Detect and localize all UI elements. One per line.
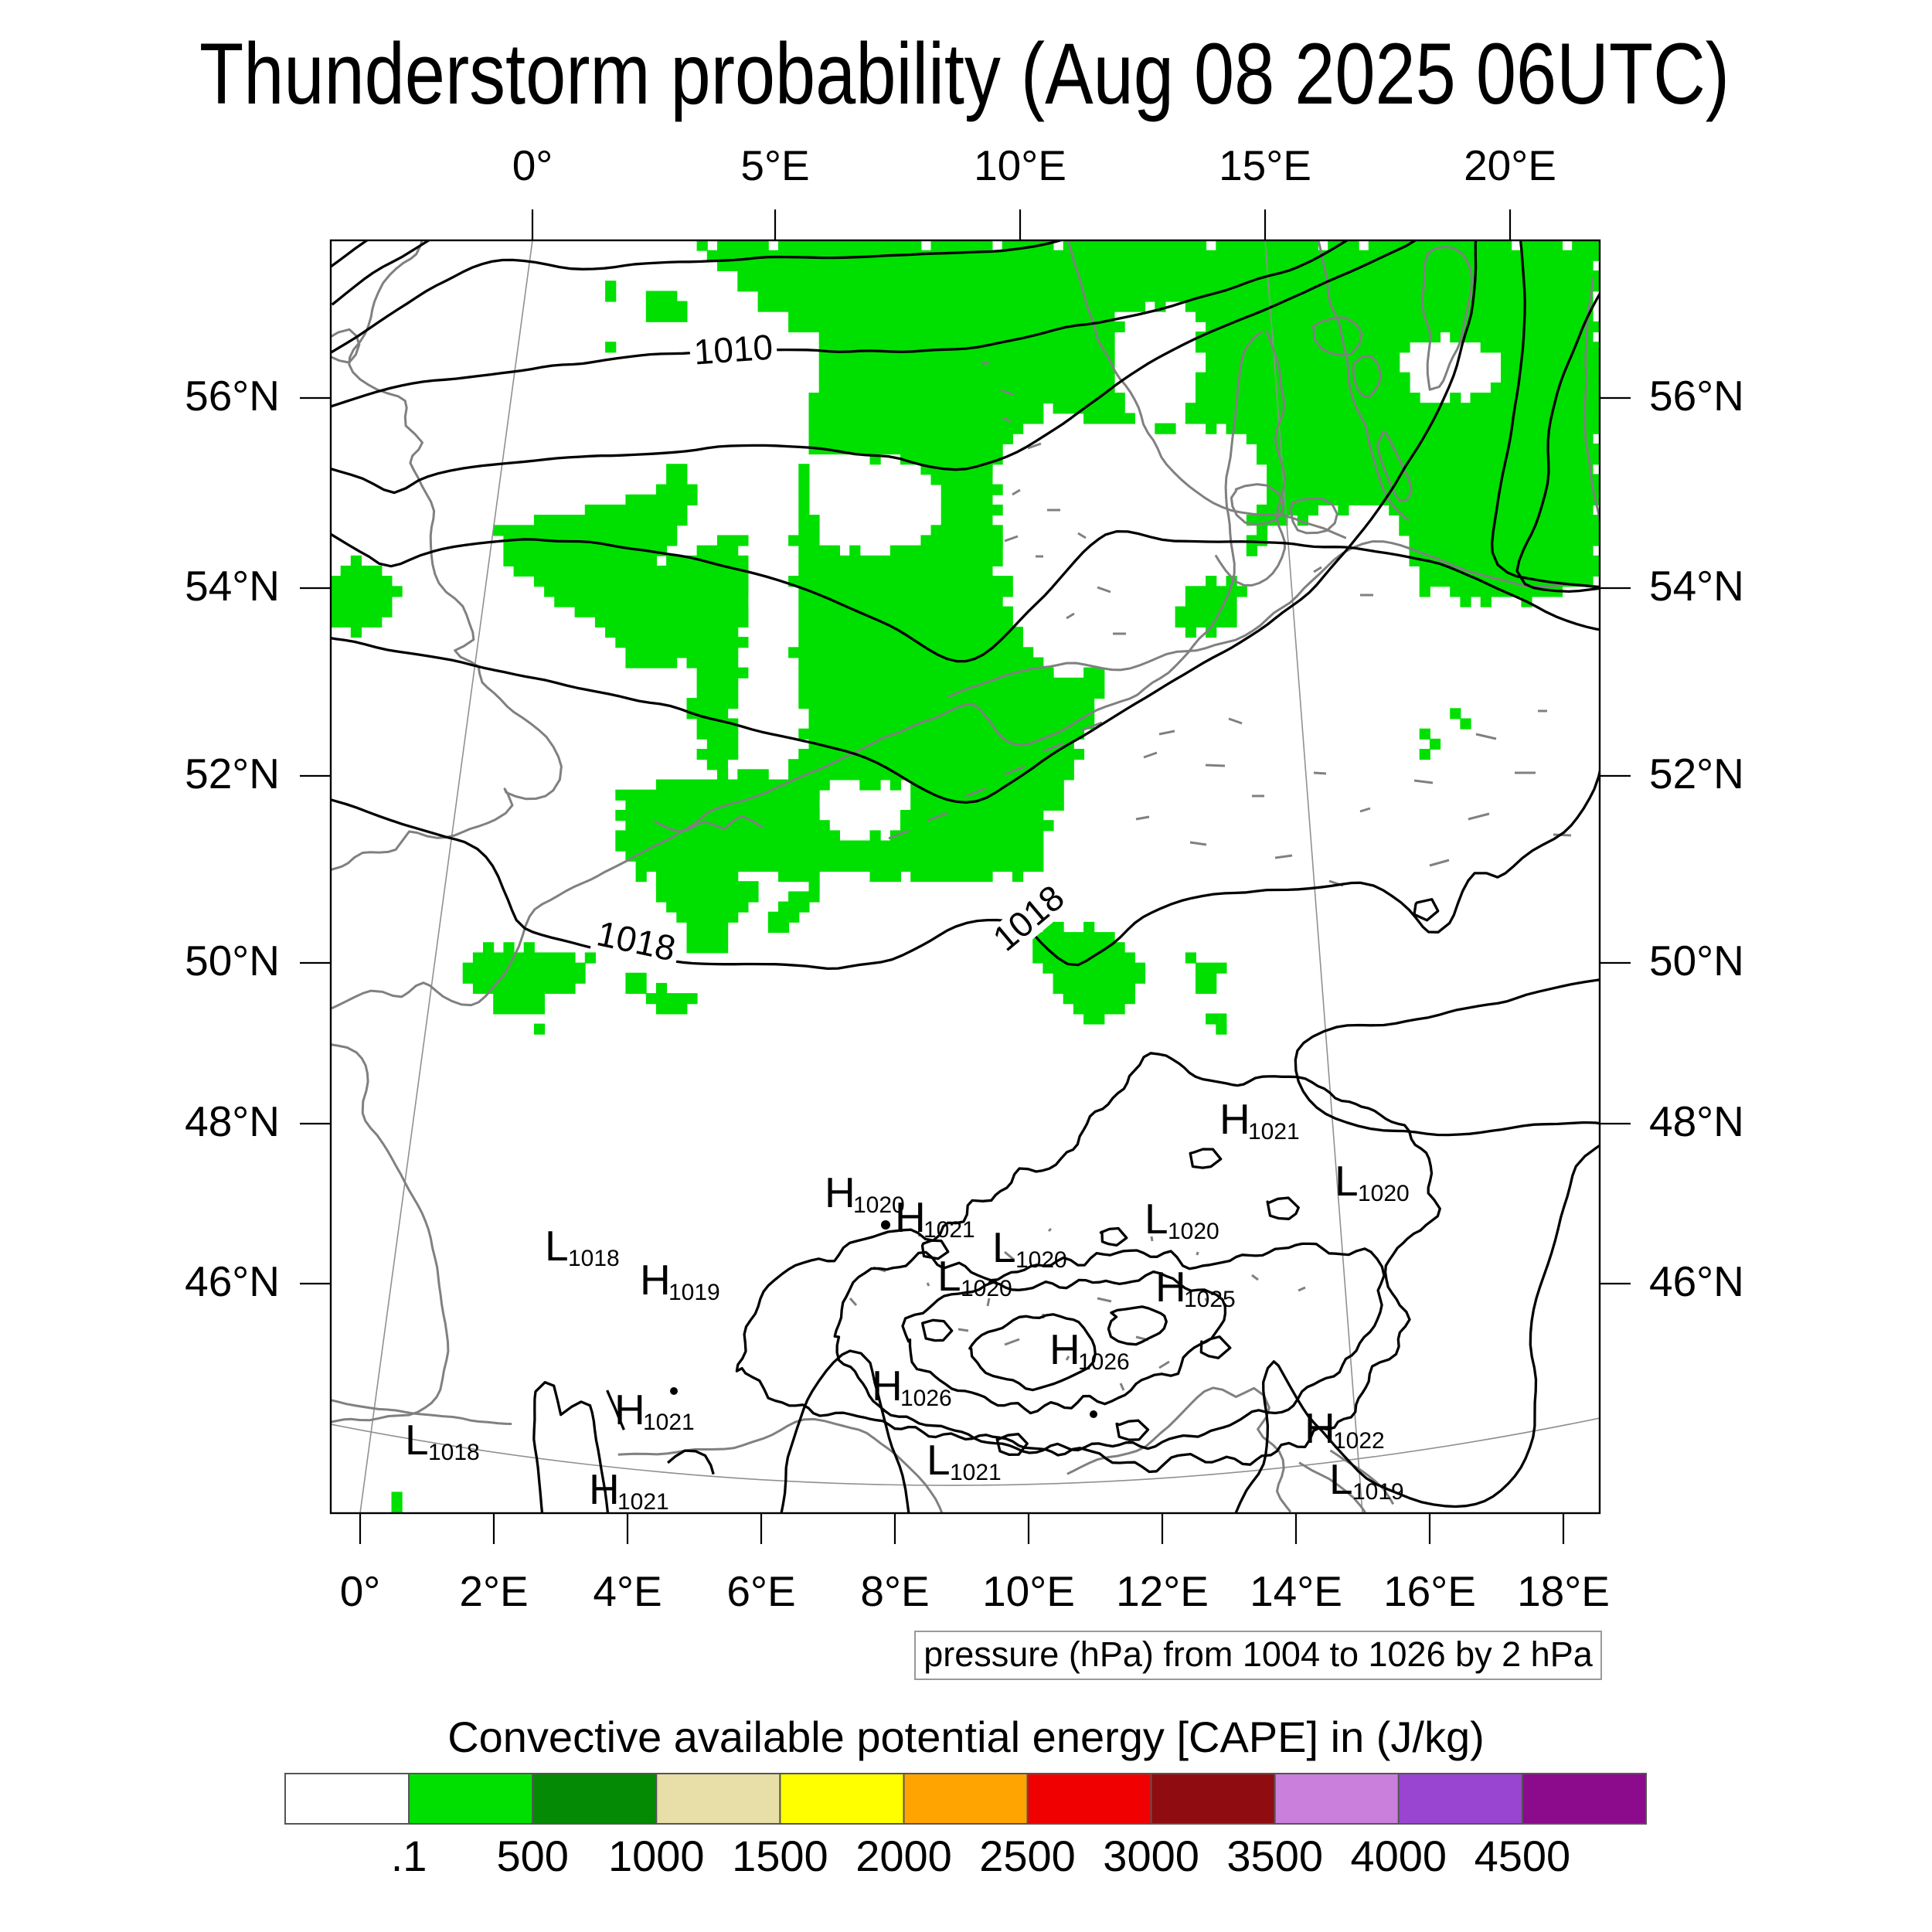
svg-text:50°N: 50°N (185, 937, 280, 985)
svg-text:500: 500 (496, 1832, 568, 1880)
svg-text:Convective available potential: Convective available potential energy [C… (447, 1713, 1485, 1761)
svg-text:0°: 0° (512, 141, 553, 189)
svg-text:18°E: 18°E (1517, 1567, 1610, 1615)
svg-text:8°E: 8°E (860, 1567, 929, 1615)
svg-text:1026: 1026 (1078, 1349, 1130, 1375)
svg-text:10°E: 10°E (982, 1567, 1075, 1615)
svg-text:1018: 1018 (568, 1246, 620, 1271)
svg-text:2000: 2000 (855, 1832, 952, 1880)
svg-text:56°N: 56°N (185, 372, 280, 420)
svg-text:1021: 1021 (923, 1217, 975, 1243)
svg-text:1019: 1019 (1352, 1479, 1404, 1505)
svg-text:L: L (545, 1222, 569, 1270)
svg-text:46°N: 46°N (1649, 1257, 1744, 1305)
svg-text:10°E: 10°E (974, 141, 1066, 189)
svg-text:H: H (640, 1256, 671, 1304)
svg-text:1019: 1019 (668, 1280, 720, 1305)
svg-text:46°N: 46°N (185, 1257, 280, 1305)
svg-text:3000: 3000 (1103, 1832, 1199, 1880)
svg-text:1026: 1026 (900, 1386, 952, 1411)
svg-text:H: H (1304, 1404, 1335, 1452)
svg-text:52°N: 52°N (185, 750, 280, 798)
svg-text:.1: .1 (391, 1832, 427, 1880)
svg-text:5°E: 5°E (740, 141, 809, 189)
svg-text:1020: 1020 (961, 1276, 1012, 1301)
svg-text:H: H (895, 1193, 926, 1241)
svg-text:48°N: 48°N (1649, 1097, 1744, 1145)
svg-text:H: H (589, 1465, 620, 1513)
svg-text:4000: 4000 (1351, 1832, 1447, 1880)
svg-text:2500: 2500 (979, 1832, 1076, 1880)
svg-text:H: H (1219, 1095, 1250, 1143)
svg-text:H: H (825, 1168, 855, 1216)
svg-text:3500: 3500 (1226, 1832, 1323, 1880)
svg-text:1018: 1018 (428, 1440, 480, 1465)
svg-text:Thunderstorm probability (Aug: Thunderstorm probability (Aug 08 2025 06… (199, 26, 1730, 122)
svg-text:1500: 1500 (732, 1832, 828, 1880)
svg-text:52°N: 52°N (1649, 750, 1744, 798)
svg-text:1021: 1021 (1248, 1119, 1300, 1145)
svg-text:50°N: 50°N (1649, 937, 1744, 985)
svg-text:L: L (1335, 1157, 1359, 1205)
svg-text:1020: 1020 (853, 1192, 905, 1218)
svg-text:H: H (872, 1362, 903, 1410)
svg-text:0°: 0° (340, 1567, 381, 1615)
svg-text:1010: 1010 (692, 327, 774, 372)
svg-text:4°E: 4°E (593, 1567, 662, 1615)
svg-text:15°E: 15°E (1219, 141, 1311, 189)
svg-text:48°N: 48°N (185, 1097, 280, 1145)
svg-text:L: L (927, 1436, 951, 1484)
svg-text:56°N: 56°N (1649, 372, 1744, 420)
svg-text:1021: 1021 (617, 1489, 669, 1515)
svg-text:6°E: 6°E (726, 1567, 795, 1615)
svg-text:1000: 1000 (608, 1832, 705, 1880)
svg-text:12°E: 12°E (1116, 1567, 1209, 1615)
svg-text:1020: 1020 (1168, 1219, 1219, 1244)
svg-text:1020: 1020 (1015, 1247, 1067, 1273)
svg-text:L: L (405, 1416, 429, 1464)
svg-text:54°N: 54°N (185, 562, 280, 610)
svg-text:1020: 1020 (1358, 1181, 1410, 1206)
svg-text:1021: 1021 (643, 1410, 695, 1435)
svg-text:1021: 1021 (950, 1460, 1002, 1485)
svg-text:1025: 1025 (1184, 1287, 1236, 1312)
svg-text:L: L (937, 1252, 961, 1300)
svg-text:H: H (1155, 1263, 1186, 1311)
svg-text:L: L (992, 1223, 1016, 1271)
svg-text:1022: 1022 (1333, 1428, 1385, 1454)
svg-text:pressure (hPa) from 1004 to 10: pressure (hPa) from 1004 to 1026 by 2 hP… (923, 1634, 1593, 1674)
svg-text:H: H (1049, 1325, 1080, 1373)
svg-text:14°E: 14°E (1250, 1567, 1342, 1615)
svg-text:54°N: 54°N (1649, 562, 1744, 610)
svg-text:L: L (1329, 1455, 1353, 1503)
svg-text:16°E: 16°E (1383, 1567, 1476, 1615)
svg-text:4500: 4500 (1475, 1832, 1571, 1880)
svg-text:L: L (1145, 1195, 1168, 1243)
svg-text:2°E: 2°E (459, 1567, 528, 1615)
svg-text:H: H (614, 1386, 645, 1434)
svg-text:20°E: 20°E (1464, 141, 1556, 189)
